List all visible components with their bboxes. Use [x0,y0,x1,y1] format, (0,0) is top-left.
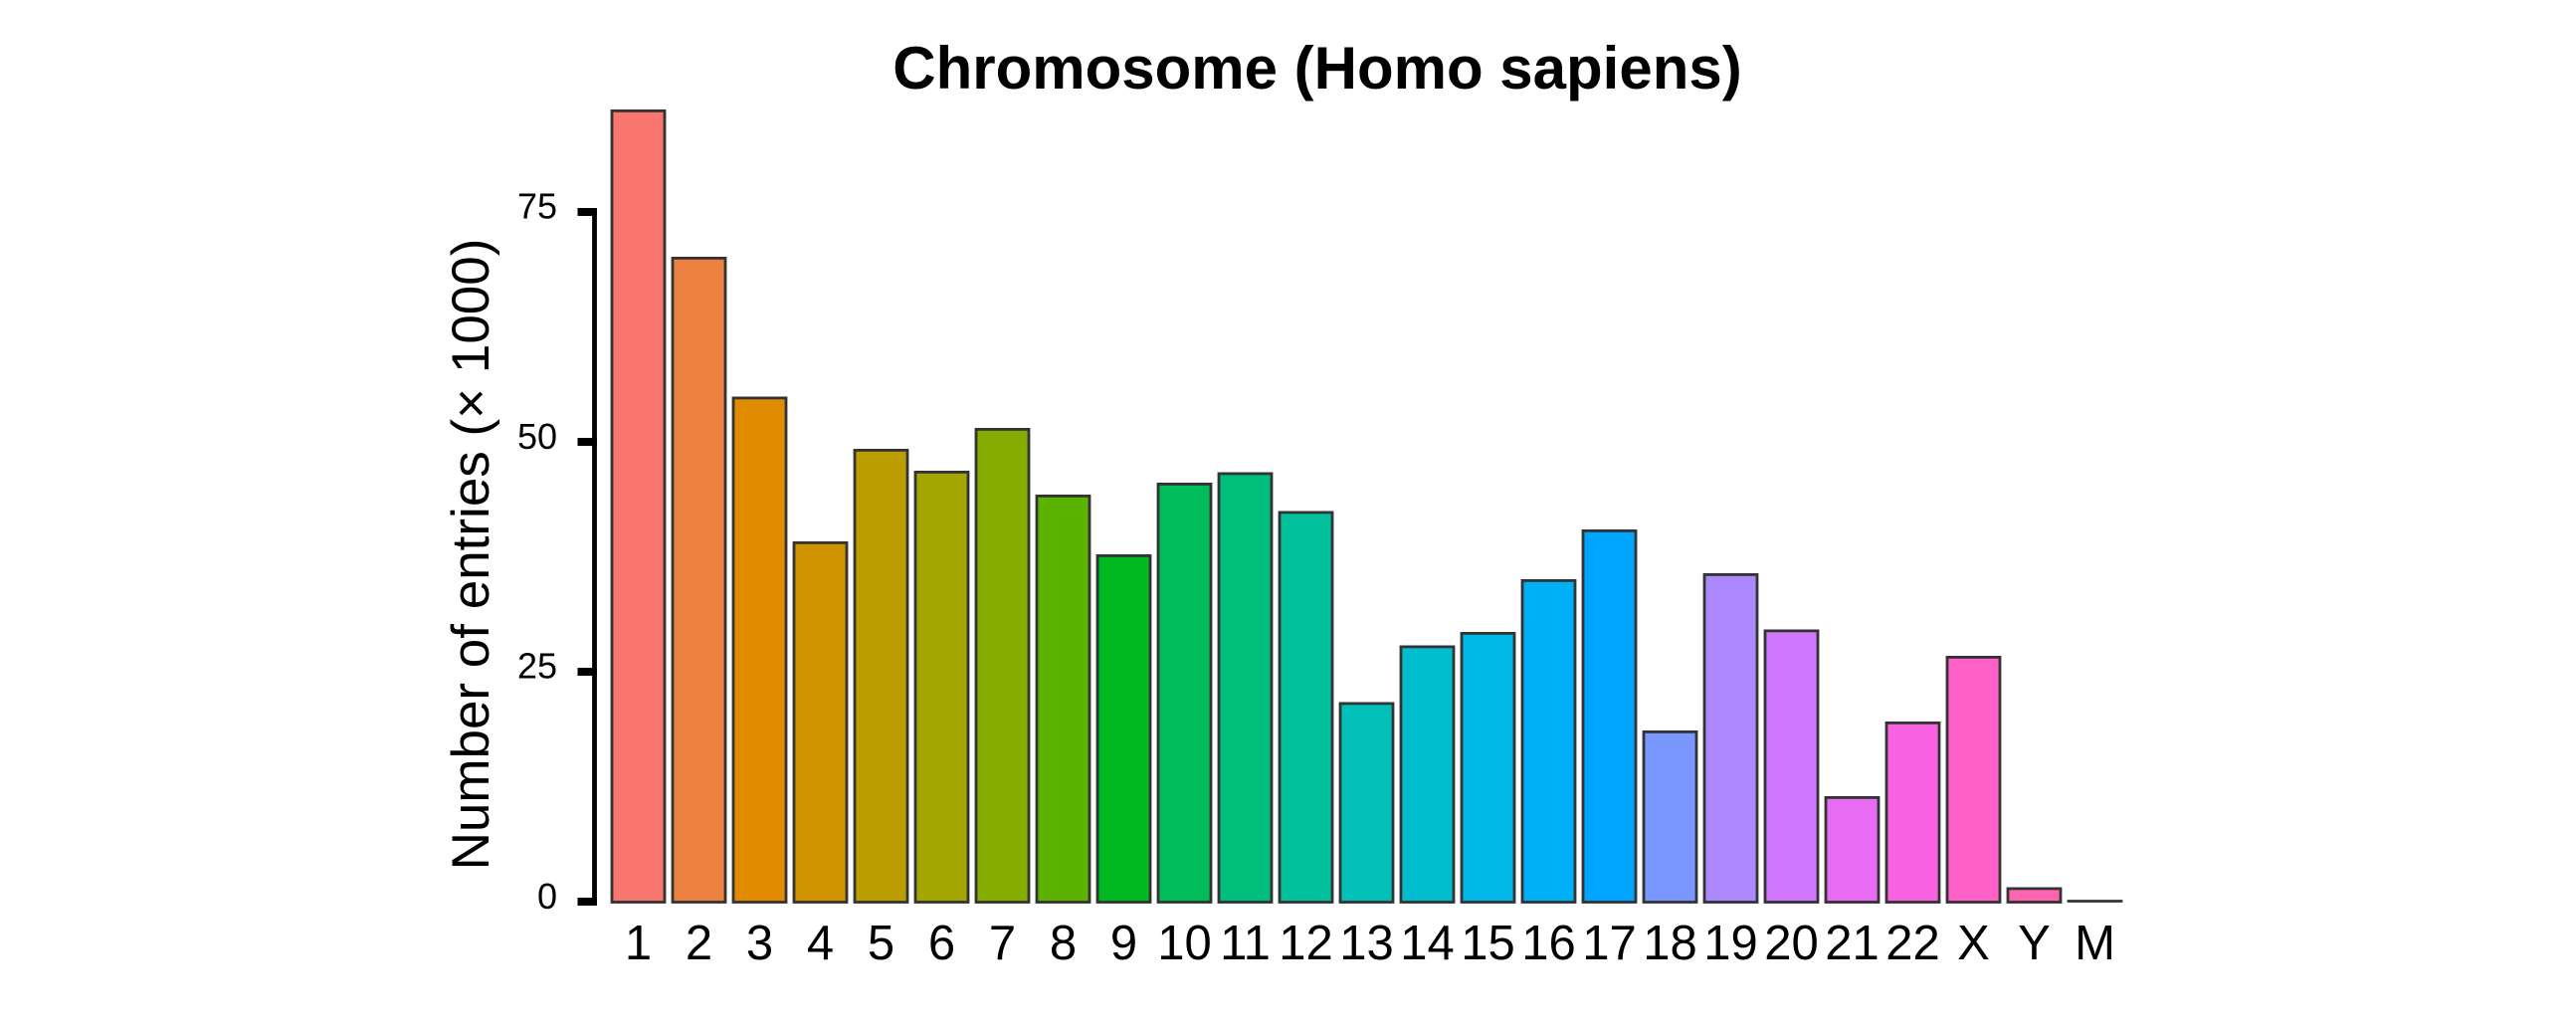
svg-text:17: 17 [1582,917,1637,970]
svg-text:X: X [1957,917,1990,970]
svg-text:6: 6 [928,917,955,970]
svg-text:5: 5 [868,917,894,970]
svg-text:Number of entries (× 1000): Number of entries (× 1000) [442,239,500,871]
svg-text:25: 25 [517,646,557,687]
svg-text:3: 3 [746,917,773,970]
svg-text:75: 75 [517,186,557,227]
svg-text:1: 1 [625,917,652,970]
svg-text:4: 4 [807,917,834,970]
svg-text:Chromosome (Homo sapiens): Chromosome (Homo sapiens) [892,35,1741,102]
svg-text:8: 8 [1050,917,1077,970]
svg-text:11: 11 [1220,917,1271,970]
svg-text:18: 18 [1643,917,1697,970]
svg-text:0: 0 [537,876,557,917]
svg-text:12: 12 [1279,917,1333,970]
svg-text:15: 15 [1461,917,1515,970]
svg-text:21: 21 [1825,917,1880,970]
svg-text:20: 20 [1764,917,1819,970]
svg-text:13: 13 [1339,917,1394,970]
svg-text:7: 7 [989,917,1016,970]
svg-text:14: 14 [1400,917,1455,970]
svg-text:19: 19 [1703,917,1758,970]
svg-text:22: 22 [1885,917,1940,970]
svg-text:16: 16 [1521,917,1576,970]
svg-text:2: 2 [686,917,712,970]
svg-text:50: 50 [517,416,557,457]
svg-text:10: 10 [1157,917,1212,970]
svg-text:Y: Y [2018,917,2051,970]
svg-text:9: 9 [1110,917,1137,970]
svg-text:M: M [2075,917,2115,970]
